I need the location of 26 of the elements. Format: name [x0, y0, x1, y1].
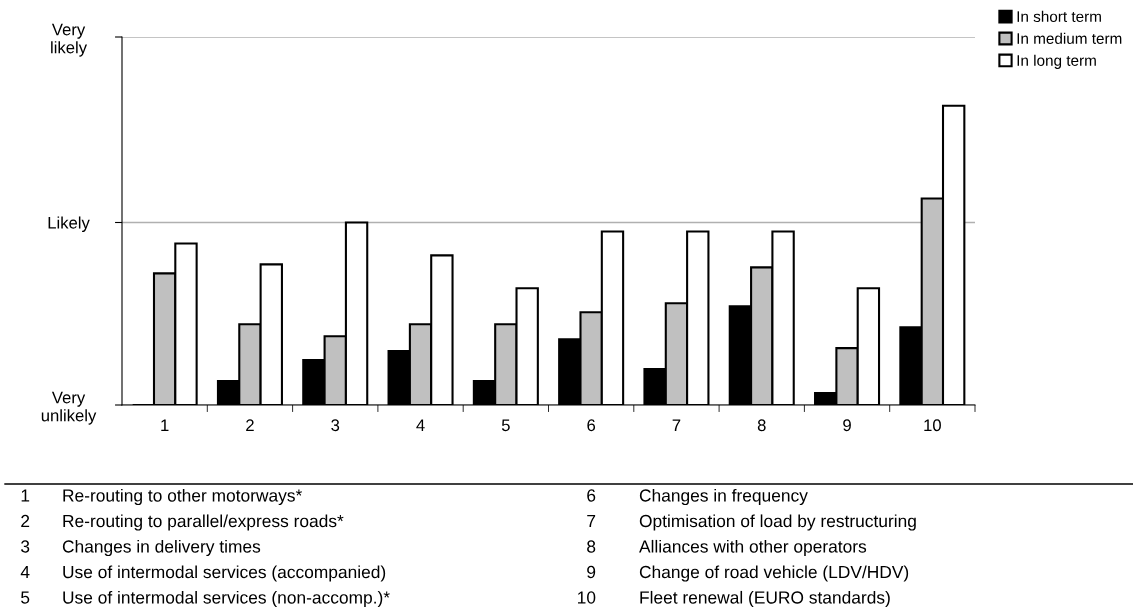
ref-line-label: Very likely [51, 23, 88, 57]
legend-label: In medium term [1017, 32, 1122, 44]
text: 4 Use of intermodal services (accompanied) [20, 565, 386, 582]
x-tick-label: 8 [757, 419, 766, 432]
text: 1 Re-routing to other motorways* [21, 488, 302, 506]
ref-line-label: Very unlikely [41, 391, 97, 425]
legend-label: In short term [1017, 10, 1101, 22]
x-tick-label: 6 [587, 419, 596, 432]
ref-line-label: Likely [48, 216, 90, 232]
x-tick-label: 10 [924, 419, 941, 432]
x-tick-label: 3 [331, 419, 340, 432]
x-tick-label: 1 [161, 419, 169, 431]
legend-label: In long term [1017, 54, 1096, 69]
x-tick-label: 5 [501, 419, 510, 432]
text: 10 Fleet renewal (EURO standards) [578, 590, 890, 608]
x-tick-label: 9 [843, 419, 851, 432]
x-tick-label: 4 [416, 419, 425, 431]
text: 6 Changes in frequency [587, 488, 808, 506]
x-tick-label: 7 [672, 419, 681, 431]
text: 8 Alliances with other operators [587, 539, 867, 557]
text: 9 Change of road vehicle (LDV/HDV) [587, 565, 909, 582]
text: 2 Re-routing to parallel/express roads* [21, 514, 344, 531]
text: 7 Optimisation of load by restructuring [587, 514, 916, 531]
text: 5 Use of intermodal services (non-accomp.)* [21, 590, 390, 608]
x-tick-label: 2 [246, 419, 254, 431]
text: 3 Changes in delivery times [21, 539, 261, 557]
